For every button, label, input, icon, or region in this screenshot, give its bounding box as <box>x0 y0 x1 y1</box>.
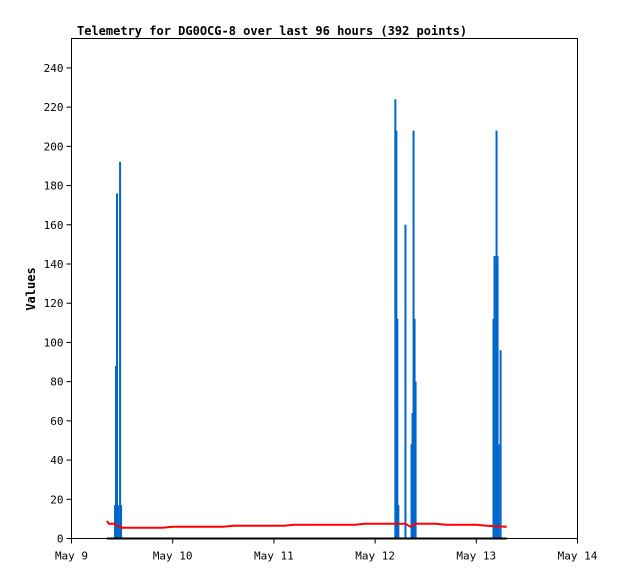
y-tick-label-7: 140 <box>44 258 64 271</box>
y-tick-label-3: 60 <box>50 415 63 428</box>
y-tick-label-4: 80 <box>50 376 63 389</box>
y-axis-label: Values <box>24 267 38 310</box>
y-tick-label-2: 40 <box>50 454 63 467</box>
chart-title: Telemetry for DG0OCG-8 over last 96 hour… <box>77 24 467 38</box>
x-tick-label-3: May 12 <box>355 550 395 563</box>
y-tick-label-6: 120 <box>44 297 64 310</box>
x-tick-label-0: May 9 <box>55 550 88 563</box>
y-tick-label-9: 180 <box>44 180 64 193</box>
y-tick-label-12: 240 <box>44 62 64 75</box>
y-tick-label-0: 0 <box>57 533 64 546</box>
x-tick-label-1: May 10 <box>153 550 193 563</box>
y-tick-label-11: 220 <box>44 101 64 114</box>
x-tick-label-4: May 13 <box>456 550 496 563</box>
x-tick-label-5: May 14 <box>558 550 598 563</box>
y-tick-label-1: 20 <box>50 493 63 506</box>
axis-layer: 0 20 40 60 80 100 120 140 160 180 200 220 240 May 9 Ma… <box>44 62 598 563</box>
series-layer <box>106 99 507 540</box>
y-tick-label-5: 100 <box>44 336 64 349</box>
series-1-line <box>106 520 507 529</box>
x-tick-label-2: May 11 <box>254 550 294 563</box>
y-tick-label-8: 160 <box>44 219 64 232</box>
y-tick-label-10: 200 <box>44 140 64 153</box>
plot-area <box>71 38 578 539</box>
